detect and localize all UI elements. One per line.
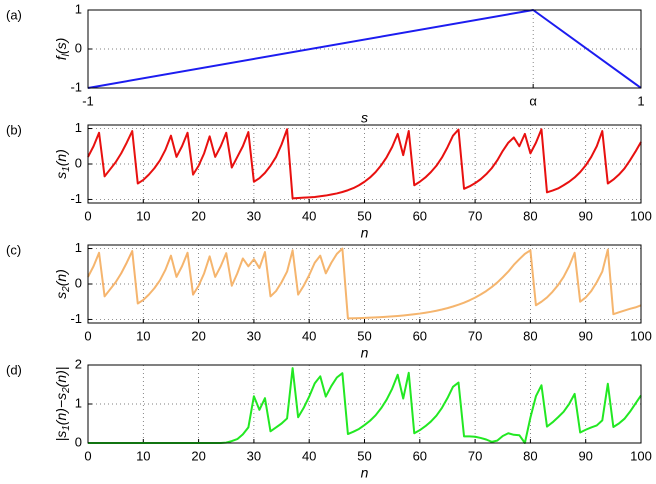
y-tick-label: 0 [75,275,82,290]
x-tick-label: 80 [523,208,537,223]
x-tick-label: 50 [357,208,371,223]
y-axis-label-part: 2 [61,286,72,293]
axes-box [87,364,642,444]
x-tick-label: 40 [302,328,316,343]
x-tick-label: 90 [578,208,592,223]
x-tick-label: 1 [637,93,644,108]
data-line [87,247,642,320]
y-axis-label-part: (n) [53,149,69,166]
x-tick-label: 40 [302,448,316,463]
panel-label: (d) [6,362,22,377]
x-tick-label: 10 [136,448,150,463]
x-tick-label: 30 [247,448,261,463]
y-axis-label-part: s [53,292,69,299]
x-tick-label: 50 [357,328,371,343]
x-tick-label: 0 [84,208,91,223]
x-tick-label: 0 [84,328,91,343]
y-axis-label: s2(n) [53,269,72,299]
y-tick-label: 1 [75,240,82,255]
x-tick-label: 50 [357,448,371,463]
panel: -1 0 1 -1 α 1 (a) s fl(s) [6,1,645,125]
x-axis-label: n [361,465,369,481]
panel-label: (c) [6,242,21,257]
y-axis-label-part: (n) [53,269,69,286]
y-axis-label-part: (n)| [53,367,69,388]
x-tick-label: 30 [247,208,261,223]
axes-box [87,9,642,89]
x-tick-label: 0 [84,448,91,463]
x-tick-label: 10 [136,328,150,343]
y-axis-label-part: |s [53,431,69,442]
x-tick-label: 70 [468,448,482,463]
x-tick-label: 20 [191,208,205,223]
x-tick-label: 100 [630,328,652,343]
x-tick-label: 40 [302,208,316,223]
x-tick-label: 80 [523,328,537,343]
panel-label: (b) [6,122,22,137]
x-tick-label: 60 [413,448,427,463]
y-tick-label: 1 [75,1,82,16]
axes-box [87,244,642,324]
y-tick-label: 1 [75,395,82,410]
x-tick-label: 100 [630,208,652,223]
y-axis-label: fl(s) [53,38,72,60]
y-tick-label: 0 [75,155,82,170]
y-axis-label-part: s [53,172,69,179]
y-tick-label: -1 [70,191,82,206]
y-tick-label: 2 [75,356,82,371]
x-tick-label: 30 [247,328,261,343]
x-tick-label: 70 [468,208,482,223]
data-line [87,128,642,200]
panel-label: (a) [6,7,22,22]
y-tick-label: -1 [70,311,82,326]
x-tick-label: α [529,93,537,108]
x-axis-label: n [361,225,369,241]
y-axis-label: s1(n) [53,149,72,179]
x-tick-label: 10 [136,208,150,223]
x-tick-label: 20 [191,448,205,463]
x-tick-label: 60 [413,208,427,223]
x-tick-label: 60 [413,328,427,343]
y-axis-label-part: f [53,54,69,60]
y-axis-label-part: (n)−s [53,393,69,425]
y-axis-label-part: l [61,53,72,56]
y-axis-label-part: 1 [61,166,72,172]
y-tick-label: 0 [75,40,82,55]
y-tick-label: 1 [75,120,82,135]
x-tick-label: 90 [578,448,592,463]
x-tick-label: 80 [523,448,537,463]
y-axis-label-part: 2 [61,387,72,394]
x-tick-label: 20 [191,328,205,343]
y-axis-label-part: (s) [53,38,69,54]
y-tick-label: -1 [70,79,82,94]
y-axis-label: |s1(n)−s2(n)| [53,367,72,442]
x-tick-label: -1 [82,93,94,108]
axes-box [87,124,642,204]
y-axis-label-part: 1 [61,425,72,431]
x-axis-label: n [361,345,369,361]
y-tick-label: 0 [75,434,82,449]
x-tick-label: 100 [630,448,652,463]
x-axis-label: s [361,110,368,126]
x-tick-label: 90 [578,328,592,343]
x-tick-label: 70 [468,328,482,343]
